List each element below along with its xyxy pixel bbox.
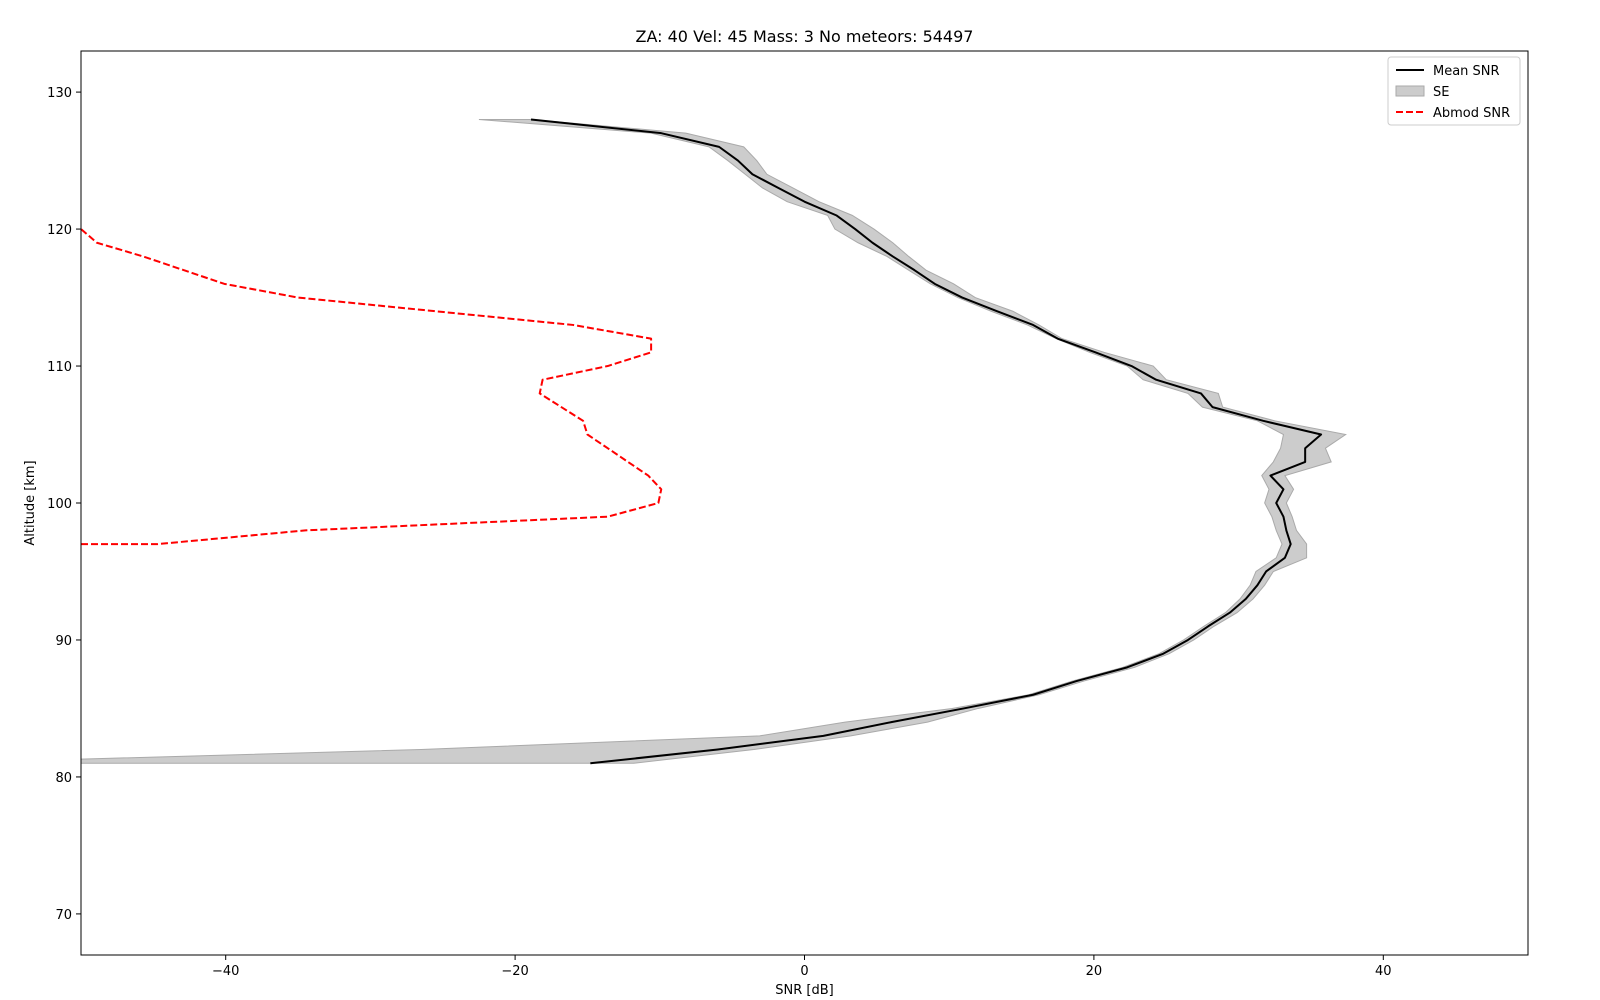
- y-tick-label: 80: [55, 771, 72, 786]
- y-tick-label: 70: [55, 908, 72, 923]
- legend-label-abmod-snr: Abmod SNR: [1433, 106, 1510, 121]
- plot-area: [81, 118, 1347, 765]
- se-band: [81, 118, 1347, 764]
- y-axis-title: Altitude [km]: [23, 460, 38, 545]
- y-tick-label: 120: [47, 223, 72, 238]
- legend-box: [1387, 56, 1521, 126]
- y-tick-label: 110: [47, 360, 72, 375]
- x-tick-label: −20: [501, 964, 528, 979]
- legend: Mean SNR SE Abmod SNR: [1387, 56, 1521, 126]
- y-axis: 70 80 90 100 110 120 130: [47, 86, 81, 923]
- x-tick-label: 0: [800, 964, 808, 979]
- x-tick-label: 20: [1086, 964, 1103, 979]
- chart-title: ZA: 40 Vel: 45 Mass: 3 No meteors: 54497: [636, 27, 974, 46]
- y-tick-label: 90: [55, 634, 72, 649]
- abmod-snr-line: [81, 228, 663, 546]
- y-tick-label: 130: [47, 86, 72, 101]
- x-axis: −40 −20 0 20 40: [212, 955, 1392, 979]
- mean-snr-line: [530, 118, 1323, 765]
- legend-label-mean-snr: Mean SNR: [1433, 64, 1500, 79]
- plot-frame: [80, 50, 1529, 956]
- x-tick-label: −40: [212, 964, 239, 979]
- legend-label-se: SE: [1433, 85, 1449, 100]
- y-tick-label: 100: [47, 497, 72, 512]
- x-tick-label: 40: [1375, 964, 1392, 979]
- legend-swatch-se: [1395, 85, 1425, 97]
- x-axis-title: SNR [dB]: [775, 983, 833, 998]
